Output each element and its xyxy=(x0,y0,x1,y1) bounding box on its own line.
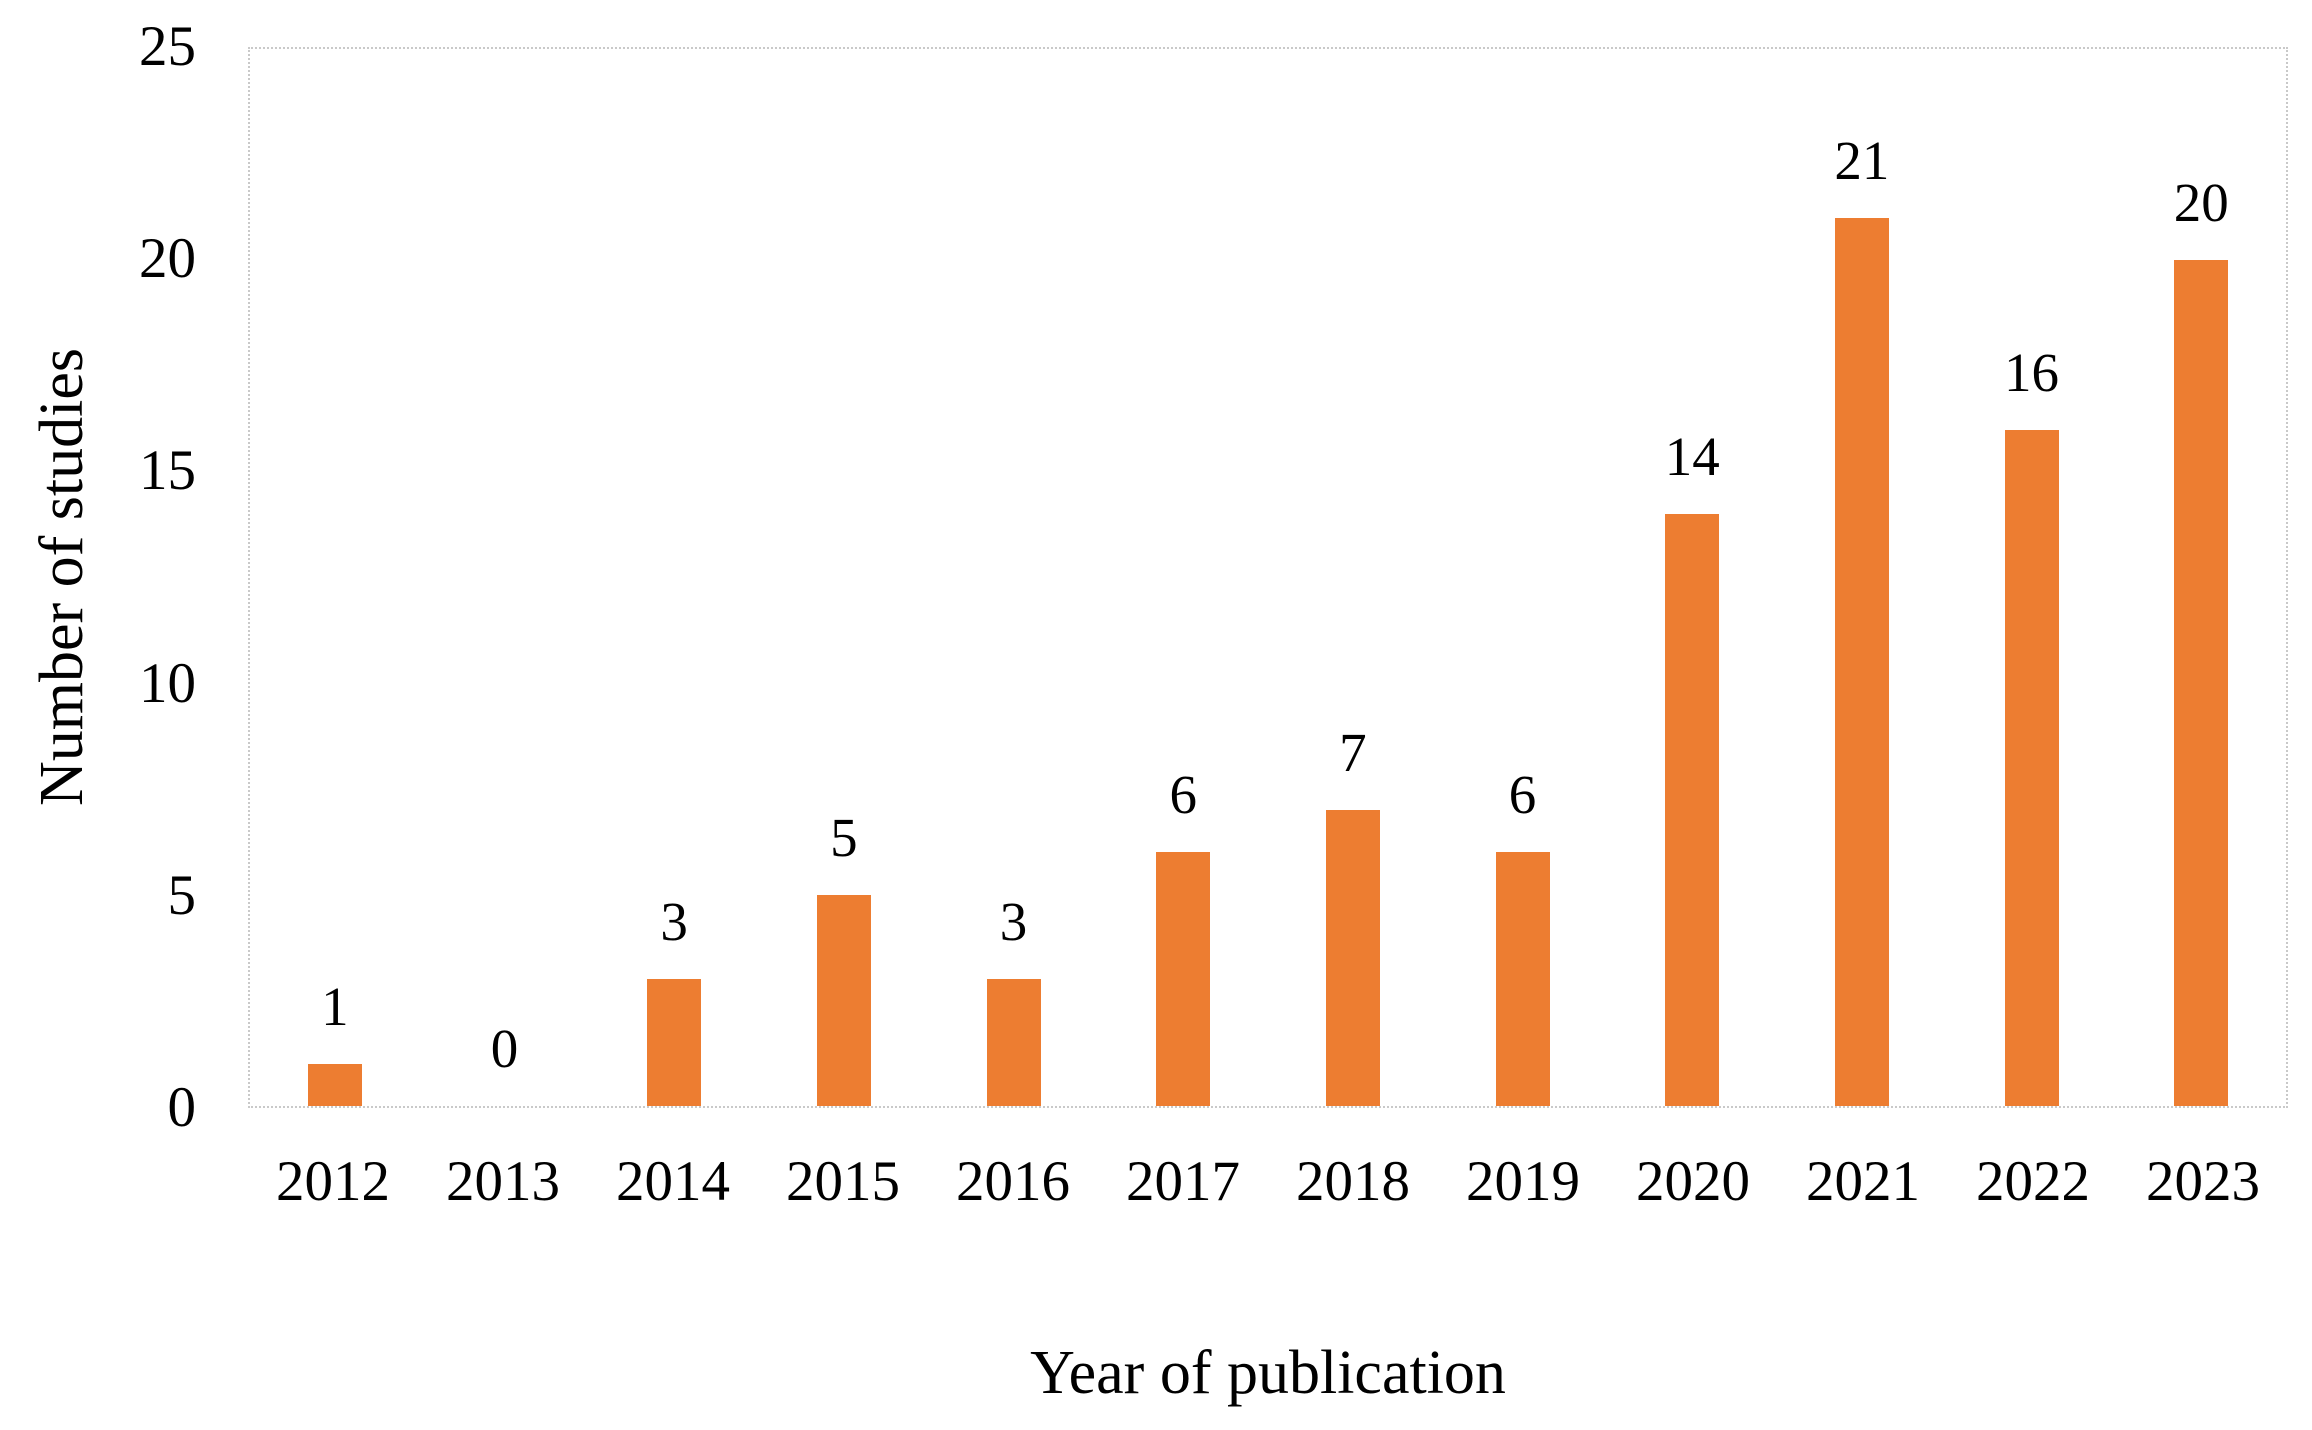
bar-slot-2021: 21 xyxy=(1777,49,1947,1106)
plot-area: 1 0 3 5 3 6 7 6 14 21 16 20 xyxy=(248,47,2288,1108)
x-axis-tick-labels: 2012 2013 2014 2015 2016 2017 2018 2019 2020 2021… xyxy=(248,1150,2288,1214)
bar-2021 xyxy=(1834,218,1889,1106)
bar-slot-2014: 3 xyxy=(589,49,759,1106)
bar-value-label-2012: 1 xyxy=(321,975,349,1037)
bar-slot-2019: 6 xyxy=(1438,49,1608,1106)
bar-slot-2023: 20 xyxy=(2116,49,2286,1106)
x-tick-label-2017: 2017 xyxy=(1126,1150,1240,1213)
y-tick-label-20: 20 xyxy=(139,227,196,290)
bar-slot-2020: 14 xyxy=(1607,49,1777,1106)
x-tick-label-2012: 2012 xyxy=(276,1150,390,1213)
bar-2022 xyxy=(2004,429,2059,1106)
y-axis-title: Number of studies xyxy=(28,347,96,807)
bar-2019 xyxy=(1495,852,1550,1106)
bar-slot-2015: 5 xyxy=(759,49,929,1106)
bar-value-label-2013: 0 xyxy=(490,1018,519,1079)
y-tick-label-5: 5 xyxy=(167,864,197,927)
bar-2014 xyxy=(647,979,702,1106)
x-tick-label-2016: 2016 xyxy=(956,1150,1070,1213)
bar-value-label-2017: 6 xyxy=(1169,764,1197,826)
bar-2018 xyxy=(1325,810,1380,1106)
x-tick-label-2015: 2015 xyxy=(786,1150,900,1213)
bar-value-label-2019: 6 xyxy=(1508,764,1537,826)
x-tick-label-2013: 2013 xyxy=(446,1150,560,1213)
bar-2017 xyxy=(1156,852,1211,1106)
bar-slot-2016: 3 xyxy=(929,49,1099,1106)
bar-2020 xyxy=(1665,514,1720,1106)
bar-value-label-2020: 14 xyxy=(1664,426,1720,488)
bar-slot-2018: 7 xyxy=(1268,49,1438,1106)
y-tick-label-15: 15 xyxy=(139,439,196,502)
bar-slot-2017: 6 xyxy=(1098,49,1268,1106)
bar-2015 xyxy=(816,894,871,1106)
bar-2023 xyxy=(2174,260,2229,1106)
x-tick-label-2019: 2019 xyxy=(1466,1150,1580,1213)
bar-value-label-2022: 16 xyxy=(2004,341,2060,403)
x-axis-title: Year of publication xyxy=(1030,1339,1506,1407)
x-tick-label-2020: 2020 xyxy=(1636,1150,1750,1213)
bar-value-label-2016: 3 xyxy=(999,891,1028,953)
bar-slot-2012: 1 xyxy=(250,49,420,1106)
bar-value-label-2023: 20 xyxy=(2173,172,2229,234)
bar-value-label-2014: 3 xyxy=(660,891,688,953)
bar-value-label-2018: 7 xyxy=(1339,722,1367,784)
x-tick-label-2018: 2018 xyxy=(1296,1150,1410,1213)
bar-2012 xyxy=(307,1063,362,1106)
y-tick-label-25: 25 xyxy=(139,15,196,78)
x-tick-label-2022: 2022 xyxy=(1976,1150,2090,1213)
bar-slot-2013: 0 xyxy=(420,49,590,1106)
x-tick-label-2014: 2014 xyxy=(616,1150,730,1213)
x-tick-label-2023: 2023 xyxy=(2146,1150,2260,1213)
x-tick-label-2021: 2021 xyxy=(1806,1150,1920,1213)
bar-2016 xyxy=(986,979,1041,1106)
bar-value-label-2021: 21 xyxy=(1834,130,1890,192)
y-tick-label-10: 10 xyxy=(139,652,196,715)
y-tick-label-0: 0 xyxy=(167,1076,197,1139)
bar-value-label-2015: 5 xyxy=(830,806,858,868)
bar-slot-2022: 16 xyxy=(1947,49,2117,1106)
